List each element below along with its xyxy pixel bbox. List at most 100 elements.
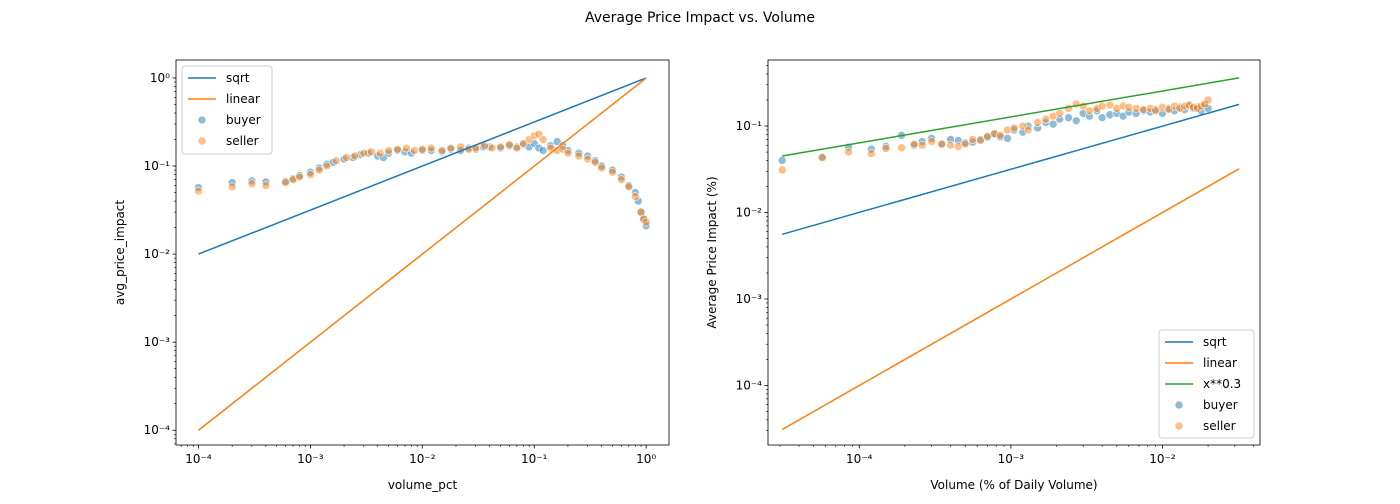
scatter-point-seller [917, 140, 927, 150]
scatter-point-seller [866, 149, 876, 158]
y-tick-label: 10⁰ [150, 71, 170, 85]
scatter-point-buyer [1003, 134, 1012, 143]
line-sqrt [781, 103, 1240, 236]
scatter-point-seller [331, 156, 341, 165]
line-linear [781, 168, 1240, 431]
scatter-point-seller [777, 165, 787, 175]
scatter-point-seller [227, 182, 237, 192]
chart-panel-2: 10⁻⁴ 10⁻³ 10⁻² 10⁻⁴ 10⁻³ 10⁻² 10⁻¹ Volume (% of… [705, 59, 1261, 492]
scatter-point-seller [1009, 123, 1019, 133]
scatter-point-seller [1085, 106, 1094, 116]
scatter-point-seller [897, 143, 906, 153]
scatter-point-seller [512, 143, 522, 153]
scatter-point-seller [1033, 118, 1042, 127]
line-linear [197, 77, 647, 431]
scatter-point-buyer [552, 137, 562, 146]
legend-entry: seller [226, 134, 259, 148]
x-tick-label: 10⁻³ [998, 452, 1025, 466]
y-axis-label: Average Price Impact (%) [705, 176, 719, 328]
legend: sqrt linear x**0.3 buyer seller [1158, 329, 1255, 439]
scatter-point-seller [1124, 102, 1134, 112]
scatter-point-seller [366, 147, 376, 157]
y-axis-label: avg_price_impact [113, 200, 127, 306]
y-tick-label: 10⁻² [144, 247, 171, 261]
legend-entry: sqrt [226, 71, 250, 85]
x-tick-label: 10⁻³ [297, 452, 324, 466]
scatter-point-seller [322, 161, 332, 171]
y-tick-label: 10⁻³ [736, 292, 763, 306]
scatter-point-seller [983, 132, 992, 141]
legend-swatch-marker [1174, 400, 1184, 410]
legend-entry: sqrt [1203, 335, 1227, 349]
scatter-point-seller [410, 146, 419, 155]
scatter-point-seller [261, 181, 271, 190]
scatter-point-seller [968, 135, 977, 144]
legend-swatch-marker [1174, 421, 1184, 431]
scatter-point-seller [583, 154, 592, 164]
x-tick-label: 10⁻² [1149, 452, 1176, 466]
scatter-point-seller [538, 135, 548, 144]
scatter-point-seller [631, 192, 640, 201]
line-x-0-3 [782, 77, 1240, 157]
scatter-point-seller [1097, 101, 1107, 111]
x-tick-label: 10⁻¹ [521, 452, 548, 466]
scatter-point-seller [402, 143, 411, 153]
legend-entry: linear [226, 92, 260, 106]
legend-swatch-marker [197, 115, 207, 125]
scatter-point-seller [617, 175, 626, 184]
scatter-point-buyer [777, 156, 787, 165]
y-tick-label: 10⁻³ [144, 335, 171, 349]
scatter-point-seller [393, 144, 402, 154]
scatter-point-seller [418, 144, 427, 154]
legend: sqrt linear buyer seller [181, 65, 273, 155]
scatter-point-seller [384, 146, 393, 155]
scatter-point-seller [881, 144, 891, 153]
scatter-point-seller [342, 153, 351, 162]
scatter-point-seller [817, 153, 827, 163]
x-tick-label: 10⁻² [409, 452, 436, 466]
scatter-point-seller [590, 158, 600, 167]
scatter-point-seller [1105, 100, 1115, 110]
scatter-point-seller [1151, 106, 1160, 116]
scatter-point-seller [375, 148, 385, 158]
scatter-point-seller [909, 139, 919, 149]
series-seller [777, 95, 1213, 175]
scatter-point-seller [1023, 125, 1033, 135]
scatter-point-seller [487, 143, 497, 153]
scatter-point-buyer [538, 146, 548, 155]
legend-entry: seller [1203, 419, 1236, 433]
scatter-point-seller [505, 140, 514, 149]
scatter-point-buyer [1064, 113, 1073, 122]
scatter-point-seller [1041, 114, 1051, 124]
legend-entry: x**0.3 [1203, 377, 1241, 391]
legend-entry: buyer [226, 113, 261, 127]
scatter-point-seller [194, 186, 203, 196]
scatter-point-seller [350, 151, 360, 161]
scatter-point-seller [1203, 95, 1213, 105]
minor-ticks [174, 81, 642, 447]
y-tick-label: 10⁻² [736, 206, 763, 220]
legend-entry: buyer [1203, 398, 1238, 412]
plot-area [777, 77, 1240, 431]
y-tick-label: 10⁻⁴ [144, 423, 171, 437]
scatter-point-seller [624, 182, 634, 192]
axes-frame [767, 59, 1261, 446]
legend-frame [181, 65, 273, 155]
y-tick-label: 10⁻⁴ [736, 378, 763, 392]
y-tick-label: 10⁻¹ [144, 159, 171, 173]
scatter-point-seller [1131, 104, 1141, 113]
scatter-point-seller [437, 146, 447, 155]
line-sqrt [198, 77, 647, 255]
x-axis-label: volume_pct [388, 478, 458, 492]
scatter-point-seller [446, 143, 456, 153]
scatter-point-seller [976, 136, 985, 145]
scatter-point-buyer [1071, 116, 1081, 126]
x-tick-label: 10⁻⁴ [846, 452, 873, 466]
scatter-point-seller [927, 137, 936, 146]
chart-panel-1: 10⁻⁴ 10⁻³ 10⁻² 10⁻¹ 10⁰ 10⁻⁴ 10⁻³ 10⁻² 10⁻¹ 10⁰ vo… [113, 59, 670, 492]
scatter-point-seller [574, 151, 584, 161]
y-tick-label: 10⁻¹ [736, 119, 763, 133]
figure-suptitle: Average Price Impact vs. Volume [585, 10, 815, 26]
scatter-point-seller [597, 163, 606, 173]
